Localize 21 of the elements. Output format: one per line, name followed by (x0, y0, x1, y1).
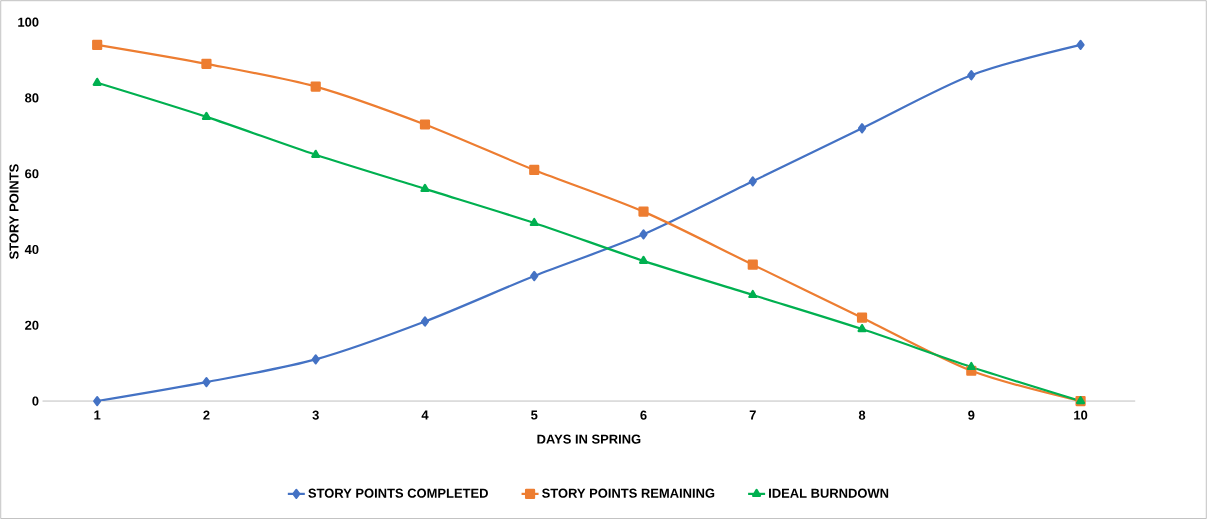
x-tick-label: 10 (1074, 410, 1088, 420)
y-tick-label: 40 (24, 244, 39, 254)
x-tick-label: 5 (531, 410, 538, 420)
x-axis-title: DAYS IN SPRING (537, 434, 641, 444)
y-axis-title: STORY POINTS (9, 164, 19, 259)
x-tick-label: 1 (94, 410, 101, 420)
y-tick-label: 60 (25, 169, 39, 179)
x-tick-label: 2 (203, 410, 210, 420)
legend-label: STORY POINTS COMPLETED (308, 488, 488, 498)
x-tick-label: 9 (968, 410, 975, 420)
y-tick-label: 0 (32, 396, 39, 406)
x-tick-label: 4 (421, 410, 429, 420)
x-tick-label: 6 (640, 410, 647, 420)
legend-label: IDEAL BURNDOWN (769, 488, 889, 498)
y-tick-label: 20 (25, 320, 39, 330)
legend-label: STORY POINTS REMAINING (542, 488, 715, 498)
x-tick-label: 3 (312, 410, 319, 420)
y-tick-label: 80 (25, 93, 39, 103)
y-tick-label: 100 (18, 17, 39, 27)
x-tick-label: 7 (749, 410, 756, 420)
x-tick-label: 8 (858, 410, 866, 420)
